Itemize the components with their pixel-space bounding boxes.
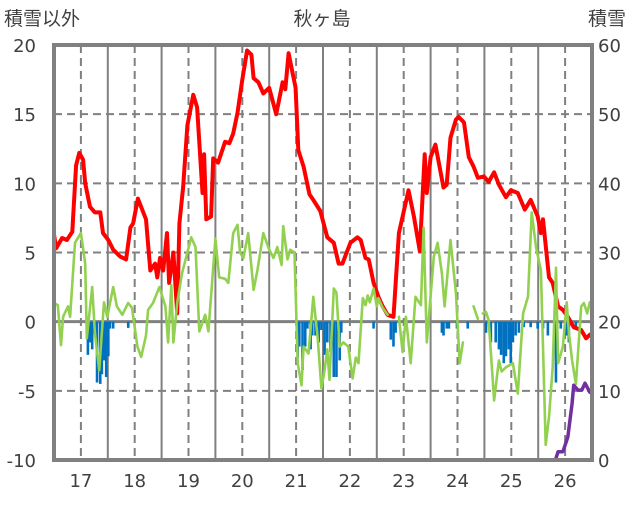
bar xyxy=(522,321,525,328)
bar xyxy=(111,321,115,329)
x-tick-label: 24 xyxy=(446,471,469,492)
y-right-tick-label: 20 xyxy=(598,313,621,334)
bar xyxy=(389,321,393,340)
tick-labels: -10 -5 0 5 10 15 20 0 10 20 30 40 50 60 17 18 19 20 21 22 23… xyxy=(7,36,621,492)
bar xyxy=(466,321,470,329)
bar xyxy=(126,321,130,328)
x-tick-label: 25 xyxy=(500,471,523,492)
y-left-tick-label: -10 xyxy=(7,451,36,472)
bar xyxy=(303,321,307,347)
red-line xyxy=(52,48,592,341)
bar xyxy=(442,321,445,336)
bar xyxy=(102,321,106,361)
bar xyxy=(554,321,558,383)
bar xyxy=(298,321,301,347)
y-left-tick-label: 15 xyxy=(13,105,36,126)
bar xyxy=(447,321,451,329)
x-tick-label: 26 xyxy=(554,471,577,492)
bar xyxy=(546,321,550,336)
bar xyxy=(90,321,94,350)
bar xyxy=(494,321,497,343)
bar xyxy=(559,321,563,329)
y-right-tick-label: 10 xyxy=(598,382,621,403)
bar xyxy=(440,321,444,333)
bar xyxy=(514,321,517,336)
bar xyxy=(335,321,338,377)
y-right-tick-label: 0 xyxy=(598,451,609,472)
bar xyxy=(317,321,320,343)
bar xyxy=(497,321,501,350)
grid xyxy=(54,45,592,460)
x-tick-label: 18 xyxy=(123,471,146,492)
left-axis-label: 積雪以外 xyxy=(4,8,80,30)
bar xyxy=(509,321,513,364)
y-right-tick-label: 50 xyxy=(598,105,621,126)
x-tick-label: 23 xyxy=(392,471,415,492)
bar xyxy=(504,321,508,357)
y-left-tick-label: 10 xyxy=(13,174,36,195)
bar xyxy=(320,321,323,330)
series-lines xyxy=(52,48,592,462)
bar xyxy=(372,321,375,329)
bar xyxy=(489,321,493,343)
bar xyxy=(323,321,326,355)
x-tick-label: 22 xyxy=(338,471,361,492)
bar xyxy=(564,321,568,336)
right-axis-label: 積雪 xyxy=(588,8,626,30)
y-left-tick-label: 20 xyxy=(13,36,36,57)
bar xyxy=(326,321,329,343)
bar xyxy=(507,321,510,350)
y-right-tick-label: 60 xyxy=(598,36,621,57)
purple-line xyxy=(52,381,592,462)
y-left-tick-label: 5 xyxy=(25,244,36,265)
plot-frame xyxy=(52,43,594,462)
bar xyxy=(529,321,532,328)
bar xyxy=(88,321,92,343)
bar xyxy=(104,321,108,377)
x-tick-label: 19 xyxy=(177,471,200,492)
bar xyxy=(484,321,488,333)
bar xyxy=(511,321,515,343)
bar xyxy=(107,321,110,357)
bar xyxy=(517,321,521,333)
bar xyxy=(306,321,309,329)
x-tick-label: 17 xyxy=(69,471,92,492)
bar xyxy=(574,321,578,329)
bar xyxy=(310,321,314,336)
bar xyxy=(536,321,539,329)
bar xyxy=(499,321,503,355)
bar xyxy=(332,321,336,377)
bar xyxy=(502,321,506,364)
y-right-tick-label: 30 xyxy=(598,244,621,265)
bar xyxy=(108,321,112,329)
x-tick-label: 21 xyxy=(285,471,308,492)
y-right-tick-label: 40 xyxy=(598,174,621,195)
x-tick-label: 20 xyxy=(231,471,254,492)
bar xyxy=(394,321,397,333)
chart-title: 秋ヶ島 xyxy=(293,8,350,30)
bar xyxy=(339,321,343,333)
y-left-tick-label: 0 xyxy=(25,313,36,334)
green-line xyxy=(52,211,592,447)
bar xyxy=(445,321,449,329)
bar xyxy=(392,321,395,347)
y-left-tick-label: -5 xyxy=(18,382,36,403)
